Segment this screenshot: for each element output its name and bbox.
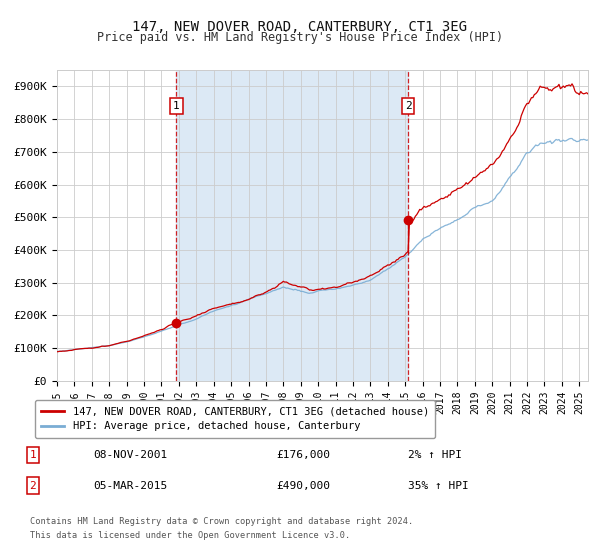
- Text: Price paid vs. HM Land Registry's House Price Index (HPI): Price paid vs. HM Land Registry's House …: [97, 31, 503, 44]
- Text: 08-NOV-2001: 08-NOV-2001: [93, 450, 167, 460]
- Text: 05-MAR-2015: 05-MAR-2015: [93, 480, 167, 491]
- Text: Contains HM Land Registry data © Crown copyright and database right 2024.: Contains HM Land Registry data © Crown c…: [30, 517, 413, 526]
- Text: 2% ↑ HPI: 2% ↑ HPI: [408, 450, 462, 460]
- Legend: 147, NEW DOVER ROAD, CANTERBURY, CT1 3EG (detached house), HPI: Average price, d: 147, NEW DOVER ROAD, CANTERBURY, CT1 3EG…: [35, 400, 435, 438]
- Text: 147, NEW DOVER ROAD, CANTERBURY, CT1 3EG: 147, NEW DOVER ROAD, CANTERBURY, CT1 3EG: [133, 20, 467, 34]
- Text: £176,000: £176,000: [276, 450, 330, 460]
- Text: 2: 2: [29, 480, 37, 491]
- Text: 1: 1: [173, 101, 180, 111]
- Text: This data is licensed under the Open Government Licence v3.0.: This data is licensed under the Open Gov…: [30, 531, 350, 540]
- Text: 35% ↑ HPI: 35% ↑ HPI: [408, 480, 469, 491]
- Text: £490,000: £490,000: [276, 480, 330, 491]
- Text: 2: 2: [405, 101, 412, 111]
- Text: 1: 1: [29, 450, 37, 460]
- Bar: [176, 70, 408, 381]
